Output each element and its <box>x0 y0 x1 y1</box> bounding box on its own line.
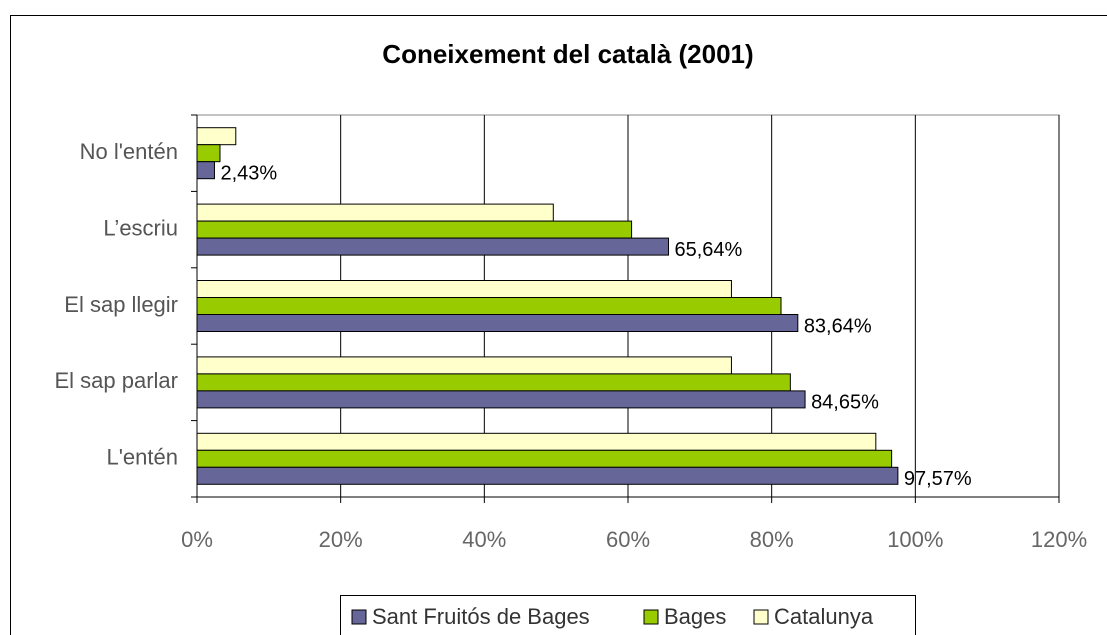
bar <box>196 127 237 146</box>
y-tick-label: L’escriu <box>103 215 178 240</box>
legend-swatch <box>643 609 659 625</box>
data-label: 84,65% <box>811 392 879 414</box>
bar <box>196 432 877 451</box>
bar <box>196 373 791 392</box>
bar <box>196 144 221 163</box>
data-label: 97,57% <box>904 468 972 490</box>
bar <box>196 280 732 298</box>
legend-label: Bages <box>664 604 726 629</box>
legend-swatch <box>351 609 367 625</box>
legend-box <box>340 595 916 635</box>
data-label: 65,64% <box>675 239 743 261</box>
bar <box>196 203 554 222</box>
y-tick-label: El sap llegir <box>64 292 178 317</box>
legend-label: Catalunya <box>774 604 874 629</box>
bar <box>196 237 670 256</box>
x-tick-label: 0% <box>181 527 213 552</box>
bar <box>196 297 782 315</box>
bar <box>196 390 806 409</box>
bar <box>196 161 215 180</box>
bar <box>196 466 899 485</box>
x-tick-label: 100% <box>887 527 943 552</box>
bar <box>196 449 893 468</box>
bar <box>196 356 732 375</box>
x-tick-label: 60% <box>606 527 650 552</box>
chart-title: Coneixement del català (2001) <box>382 39 753 69</box>
bar <box>196 220 633 239</box>
legend-label: Sant Fruitós de Bages <box>372 604 590 629</box>
x-tick-label: 120% <box>1031 527 1087 552</box>
x-tick-label: 80% <box>750 527 794 552</box>
legend-swatch <box>753 609 769 625</box>
y-tick-label: El sap parlar <box>54 368 178 393</box>
x-tick-label: 40% <box>462 527 506 552</box>
x-tick-label: 20% <box>319 527 363 552</box>
data-label: 83,64% <box>804 315 872 337</box>
bar <box>196 314 799 332</box>
y-tick-label: No l'entén <box>80 139 178 164</box>
y-tick-label: L'entén <box>107 445 179 470</box>
data-label: 2,43% <box>220 162 277 184</box>
